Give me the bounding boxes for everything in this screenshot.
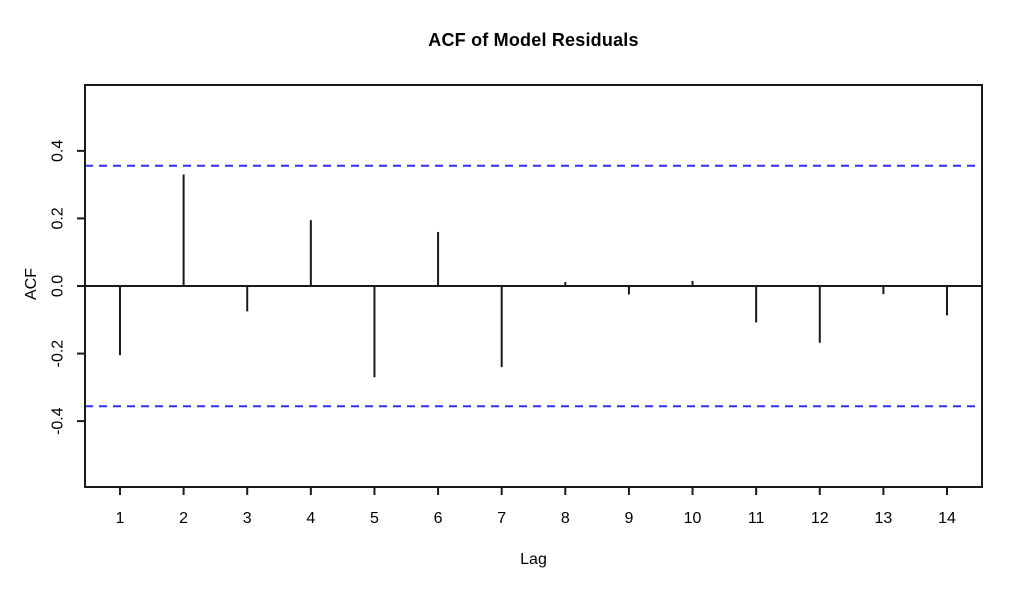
x-tick-label-5: 5 bbox=[370, 510, 379, 527]
y-tick-label-0.2: 0.2 bbox=[50, 207, 67, 229]
x-axis-title: Lag bbox=[520, 551, 547, 568]
y-tick-label--0.4: -0.4 bbox=[50, 407, 67, 435]
x-tick-label-13: 13 bbox=[874, 510, 892, 527]
x-tick-label-8: 8 bbox=[561, 510, 570, 527]
x-tick-label-14: 14 bbox=[938, 510, 956, 527]
x-tick-label-7: 7 bbox=[497, 510, 506, 527]
x-tick-label-9: 9 bbox=[624, 510, 633, 527]
x-tick-label-11: 11 bbox=[748, 510, 765, 527]
y-tick-label-0.4: 0.4 bbox=[50, 140, 67, 162]
chart-title: ACF of Model Residuals bbox=[428, 30, 639, 50]
x-tick-label-6: 6 bbox=[434, 510, 443, 527]
x-tick-label-10: 10 bbox=[684, 510, 702, 527]
x-tick-label-3: 3 bbox=[243, 510, 252, 527]
x-tick-label-2: 2 bbox=[179, 510, 188, 527]
x-tick-label-12: 12 bbox=[811, 510, 829, 527]
x-tick-label-4: 4 bbox=[306, 510, 315, 527]
x-tick-label-1: 1 bbox=[116, 510, 125, 527]
y-tick-label--0.2: -0.2 bbox=[50, 340, 67, 368]
y-tick-label-0.0: 0.0 bbox=[50, 275, 67, 297]
